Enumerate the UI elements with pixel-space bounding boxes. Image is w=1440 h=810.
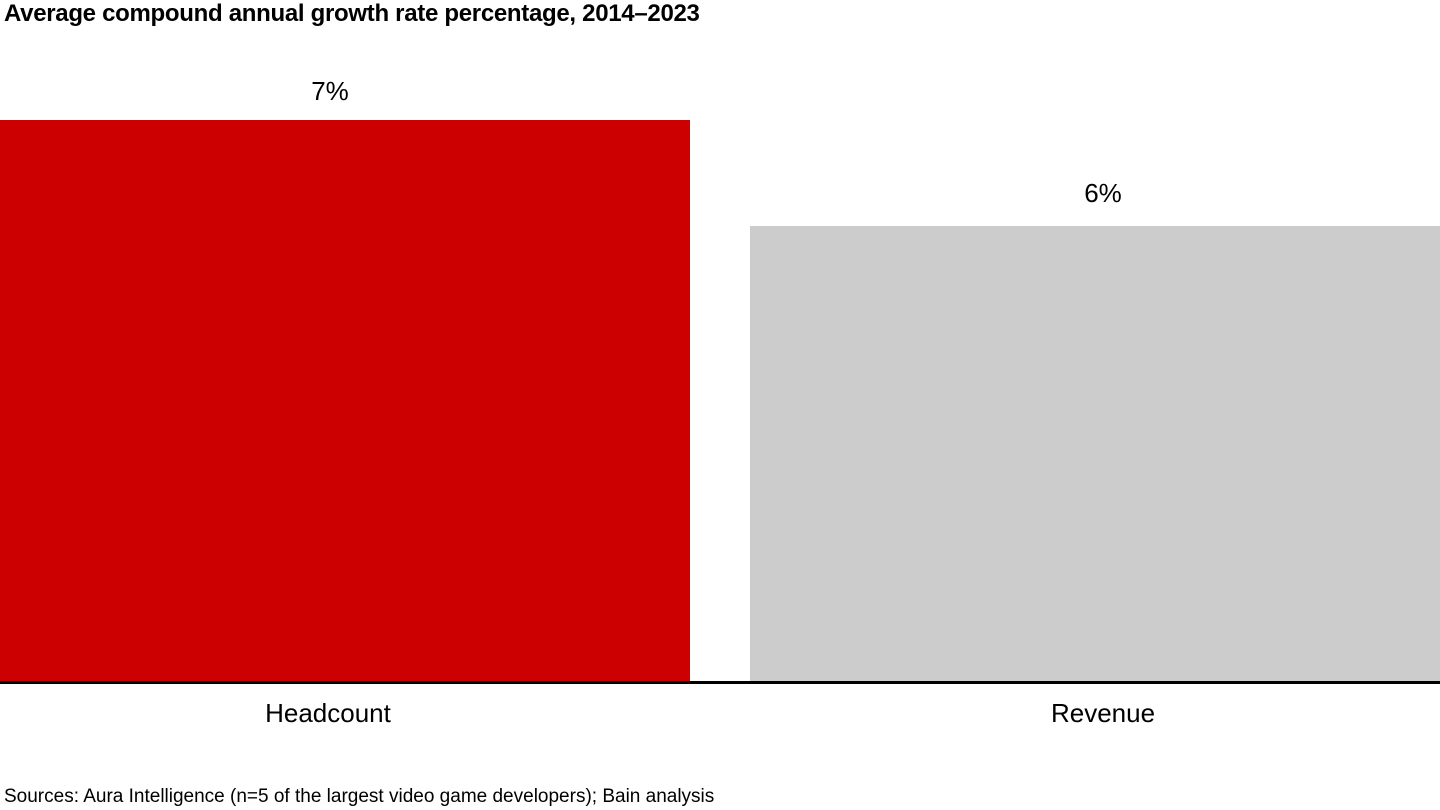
x-axis-label-revenue: Revenue [1050,698,1156,728]
bar-value-label-headcount: 7% [311,76,349,106]
sources-note: Sources: Aura Intelligence (n=5 of the l… [4,786,715,807]
x-axis-label-headcount: Headcount [265,698,391,728]
bar-value-label-revenue: 6% [1084,178,1122,208]
chart-title: Average compound annual growth rate perc… [4,0,700,27]
bar-headcount [0,120,690,681]
bar-revenue [750,226,1440,681]
x-axis-line [0,681,1440,684]
